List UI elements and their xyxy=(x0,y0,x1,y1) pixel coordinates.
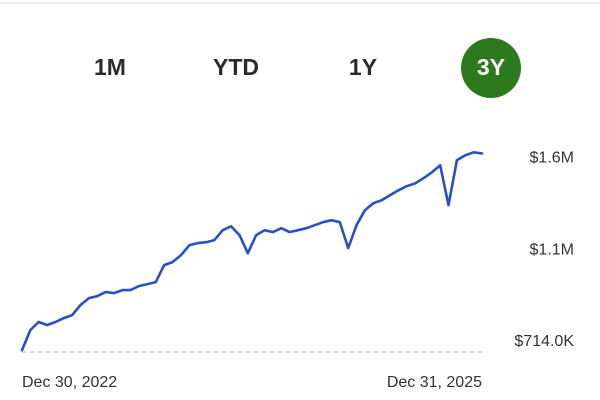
y-tick-label: $714.0K xyxy=(514,333,574,350)
y-tick-label: $1.1M xyxy=(530,241,574,258)
y-tick-label: $1.6M xyxy=(530,149,574,166)
range-tab[interactable]: 1M xyxy=(94,54,126,80)
x-tick-label: Dec 31, 2025 xyxy=(387,374,482,391)
range-tab[interactable]: 1Y xyxy=(349,54,377,80)
range-tab-selected[interactable]: 3Y xyxy=(477,54,505,80)
price-line xyxy=(20,151,484,352)
selected-tab-background[interactable] xyxy=(461,38,521,98)
range-tab[interactable]: YTD xyxy=(213,54,259,80)
x-tick-label: Dec 30, 2022 xyxy=(22,374,117,391)
